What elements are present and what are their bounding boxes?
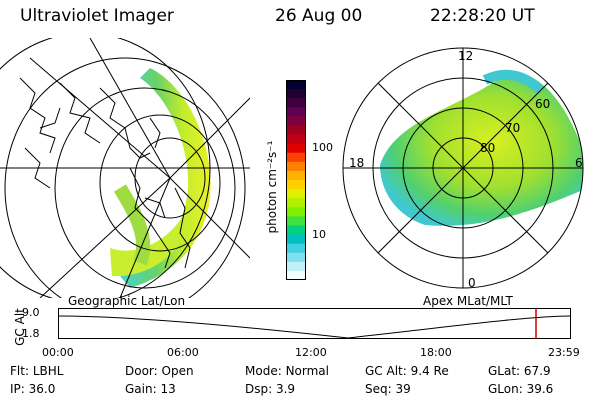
timeline-xtick-1200: 12:00 bbox=[295, 346, 327, 359]
colorbar-stripe bbox=[286, 225, 306, 236]
colorbar-gradient bbox=[286, 80, 306, 281]
status-glon: GLon: 39.6 bbox=[488, 382, 554, 396]
right-panel-caption: Apex MLat/MLT bbox=[423, 294, 513, 308]
colorbar-frame bbox=[286, 80, 306, 280]
colorbar-unit-label: photon cm⁻²s⁻¹ bbox=[265, 140, 279, 234]
colorbar-stripe bbox=[286, 170, 306, 181]
status-dsp: Dsp: 3.9 bbox=[245, 382, 296, 396]
colorbar-stripe bbox=[286, 261, 306, 272]
colorbar bbox=[286, 80, 306, 281]
colorbar-stripe bbox=[286, 270, 306, 281]
colorbar-stripe bbox=[286, 80, 306, 90]
status-ip: IP: 36.0 bbox=[10, 382, 56, 396]
header-time: 22:28:20 UT bbox=[430, 6, 535, 26]
lat-lon-grid bbox=[0, 38, 250, 298]
timeline-plot bbox=[58, 308, 571, 339]
status-mode: Mode: Normal bbox=[245, 364, 329, 378]
colorbar-stripe bbox=[286, 243, 306, 254]
colorbar-tick-100: 100 bbox=[312, 141, 333, 154]
status-gain: Gain: 13 bbox=[125, 382, 176, 396]
status-seq: Seq: 39 bbox=[365, 382, 411, 396]
timeline-xtick-0600: 06:00 bbox=[167, 346, 199, 359]
colorbar-stripe bbox=[286, 134, 306, 145]
geographic-map bbox=[0, 38, 250, 298]
colorbar-stripe bbox=[286, 180, 306, 190]
aurora-patch bbox=[110, 213, 192, 277]
colorbar-stripe bbox=[286, 252, 306, 263]
mlt-label-6: 6 bbox=[575, 156, 583, 170]
timeline-ytick-low: 1.8 bbox=[22, 327, 40, 340]
left-panel-caption: Geographic Lat/Lon bbox=[68, 294, 186, 308]
app-title: Ultraviolet Imager bbox=[20, 6, 174, 26]
colorbar-stripe bbox=[286, 89, 306, 99]
colorbar-stripe bbox=[286, 198, 306, 208]
timeline-ytick-high: 9.0 bbox=[22, 306, 40, 319]
colorbar-stripe bbox=[286, 152, 306, 163]
timeline-frame bbox=[58, 308, 571, 339]
status-filter: Flt: LBHL bbox=[10, 364, 64, 378]
colorbar-stripe bbox=[286, 125, 306, 136]
status-gc-alt: GC Alt: 9.4 Re bbox=[365, 364, 449, 378]
colorbar-stripe bbox=[286, 143, 306, 154]
colorbar-stripe bbox=[286, 189, 306, 199]
colorbar-stripe bbox=[286, 116, 306, 126]
mlt-label-12: 12 bbox=[458, 49, 473, 63]
colorbar-tick-10: 10 bbox=[312, 228, 326, 241]
colorbar-stripe bbox=[286, 107, 306, 117]
polar-plot: 12 18 6 0 60 70 80 bbox=[342, 47, 584, 290]
mlt-label-18: 18 bbox=[349, 156, 364, 170]
mlat-label-80: 80 bbox=[480, 141, 495, 155]
mlat-label-60: 60 bbox=[535, 97, 550, 111]
coastlines bbox=[19, 77, 191, 269]
colorbar-stripe bbox=[286, 98, 306, 108]
aurora-edge bbox=[482, 69, 544, 94]
altitude-curve bbox=[58, 315, 571, 339]
polar-grid bbox=[342, 47, 584, 289]
header-date: 26 Aug 00 bbox=[275, 6, 363, 26]
status-glat: GLat: 67.9 bbox=[488, 364, 551, 378]
mlat-label-70: 70 bbox=[505, 121, 520, 135]
status-door: Door: Open bbox=[125, 364, 194, 378]
colorbar-stripe bbox=[286, 161, 306, 172]
mlt-label-0: 0 bbox=[468, 276, 476, 290]
timeline-xtick-1800: 18:00 bbox=[420, 346, 452, 359]
colorbar-stripe bbox=[286, 216, 306, 226]
aurora-inner bbox=[113, 184, 151, 266]
colorbar-stripe bbox=[286, 207, 306, 217]
timeline-xtick-2359: 23:59 bbox=[548, 346, 580, 359]
colorbar-stripe bbox=[286, 234, 306, 245]
timeline-xtick-0000: 00:00 bbox=[42, 346, 74, 359]
